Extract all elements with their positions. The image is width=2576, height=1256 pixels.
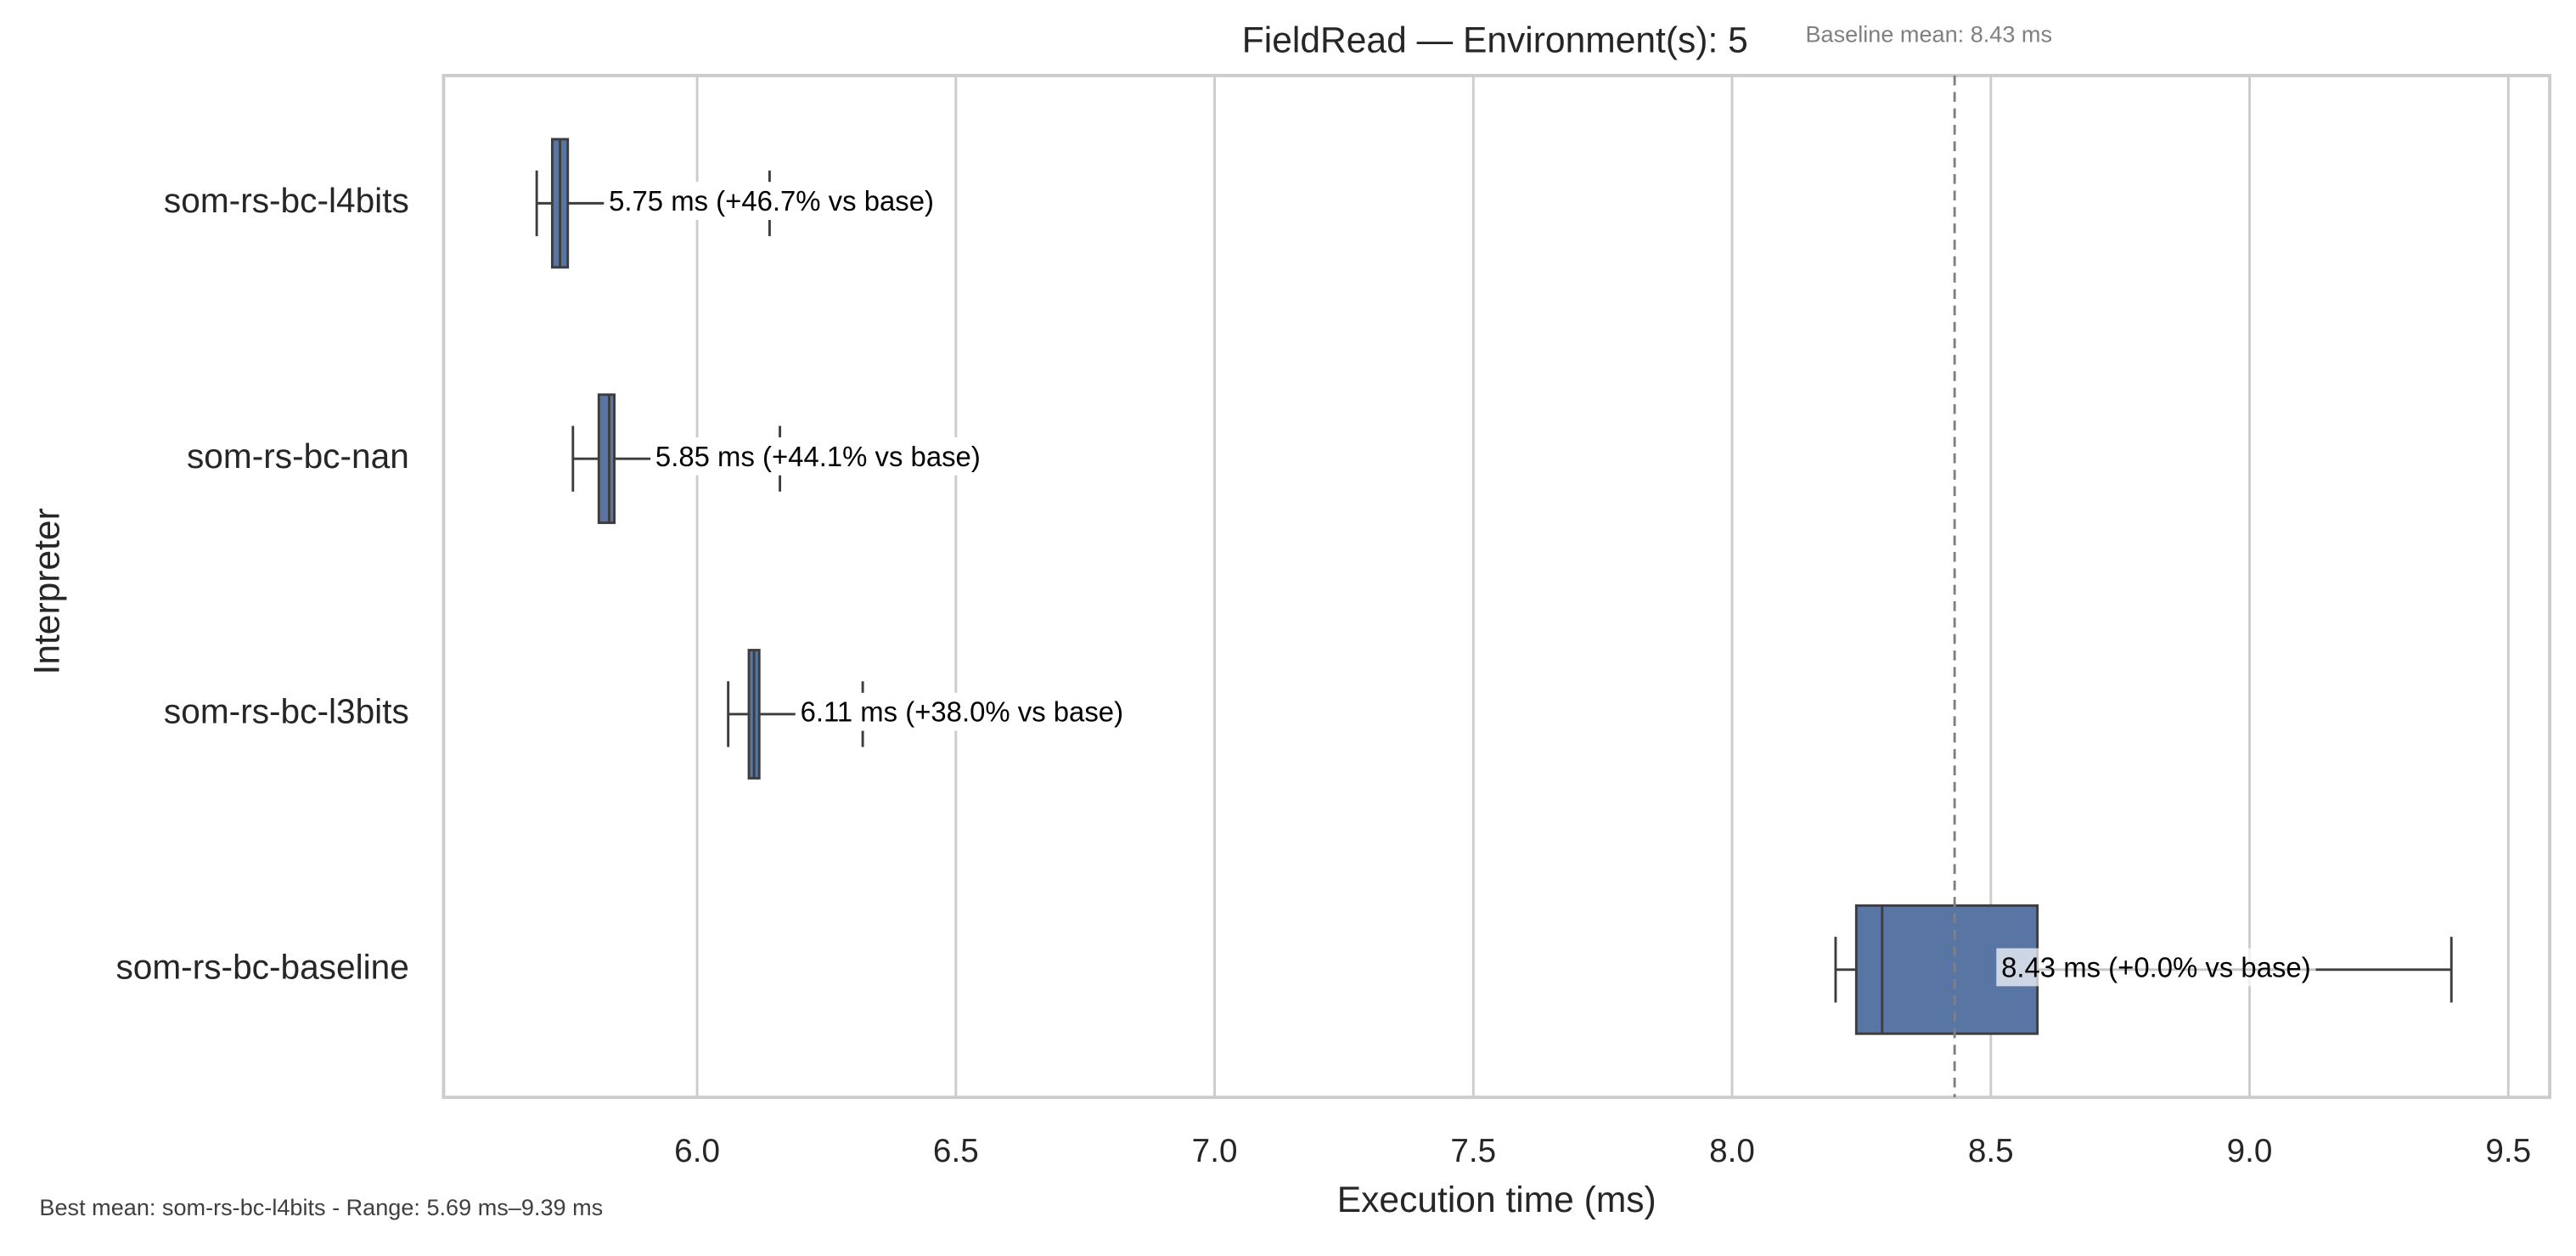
value-label-group: 5.85 ms (+44.1% vs base) <box>650 437 986 476</box>
x-tick-label: 9.5 <box>2485 1133 2531 1169</box>
value-label-bg <box>604 182 939 220</box>
value-label-group: 6.11 ms (+38.0% vs base) <box>795 692 1128 731</box>
x-tick-label: 6.0 <box>674 1133 720 1169</box>
x-axis-label: Execution time (ms) <box>1337 1180 1656 1220</box>
y-tick-label: som-rs-bc-baseline <box>115 948 408 987</box>
value-label-bg <box>650 437 986 476</box>
y-tick-label: som-rs-bc-l3bits <box>164 692 409 731</box>
x-tick-label: 8.5 <box>1968 1133 2014 1169</box>
x-tick-label: 8.0 <box>1709 1133 1755 1169</box>
x-tick-label: 9.0 <box>2227 1133 2273 1169</box>
value-label-group: 5.75 ms (+46.7% vs base) <box>604 182 939 220</box>
annotation: Baseline mean: 8.43 ms <box>1806 21 2053 48</box>
x-tick-label: 6.5 <box>933 1133 979 1169</box>
value-label-bg <box>1996 948 2316 987</box>
plot-frame <box>442 74 2551 1100</box>
y-axis-label: Interpreter <box>26 508 67 674</box>
value-label: 8.43 ms (+0.0% vs base) <box>2001 951 2311 983</box>
footer: Best mean: som-rs-bc-l4bits - Range: 5.6… <box>39 1194 603 1220</box>
y-tick-label: som-rs-bc-nan <box>187 437 409 476</box>
value-label: 5.75 ms (+46.7% vs base) <box>609 185 934 217</box>
chart-title: FieldRead — Environment(s): 5 <box>1242 20 1748 61</box>
x-tick-label: 7.0 <box>1192 1133 1238 1169</box>
y-tick-label: som-rs-bc-l4bits <box>164 181 409 220</box>
value-label-group: 8.43 ms (+0.0% vs base) <box>1996 948 2316 987</box>
value-label: 5.85 ms (+44.1% vs base) <box>655 441 981 472</box>
value-label: 6.11 ms (+38.0% vs base) <box>801 696 1123 728</box>
x-tick-label: 7.5 <box>1450 1133 1496 1169</box>
value-label-bg <box>795 692 1128 731</box>
box <box>597 393 616 525</box>
